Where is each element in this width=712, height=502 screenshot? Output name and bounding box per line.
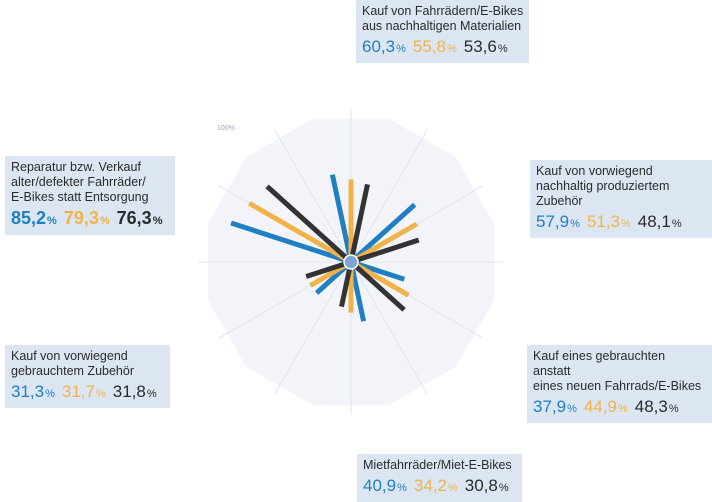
- value-series-1: 34,2%: [413, 476, 458, 495]
- value-series-0: 57,9%: [536, 212, 580, 231]
- bar-cat1-series1: [349, 221, 419, 265]
- category-values: 57,9% 51,3% 48,1%: [536, 213, 706, 233]
- value-series-1: 44,9%: [583, 397, 628, 416]
- radar-spoke: [350, 129, 428, 263]
- value-series-1: 31,7%: [61, 382, 106, 401]
- category-label-3: Mietfahrräder/Miet-E-Bikes 40,9% 34,2% 30,8…: [357, 454, 522, 502]
- category-title: Kauf von Fahrrädern/E-Bikes aus nachhalt…: [362, 4, 524, 33]
- bar-cat1-series2: [350, 237, 420, 265]
- category-title: Reparatur bzw. Verkauf alter/defekter Fa…: [11, 160, 149, 204]
- value-series-2: 48,1%: [637, 212, 682, 231]
- percent-sign: %: [95, 388, 106, 400]
- value-series-2: 48,3%: [634, 397, 679, 416]
- bar-cat4-series2: [305, 259, 352, 279]
- percent-sign: %: [146, 388, 157, 400]
- center-hub: [343, 254, 359, 270]
- category-label-5: Reparatur bzw. Verkauf alter/defekter Fa…: [5, 156, 176, 235]
- category-values: 40,9% 34,2% 30,8%: [363, 477, 516, 497]
- category-values: 37,9% 44,9% 48,3%: [533, 398, 706, 418]
- percent-sign: %: [617, 403, 628, 415]
- percent-sign: %: [397, 482, 407, 494]
- percent-sign: %: [671, 218, 682, 230]
- category-values: 85,2% 79,3% 76,3%: [11, 209, 169, 230]
- percent-sign: %: [446, 43, 457, 55]
- value-series-1: 55,8%: [412, 37, 457, 56]
- category-values: 31,3% 31,7% 31,8%: [11, 383, 164, 403]
- bar-cat5-series2: [265, 184, 353, 264]
- category-title: Mietfahrräder/Miet-E-Bikes: [363, 458, 512, 472]
- value-series-0: 60,3%: [362, 37, 406, 56]
- category-values: 60,3% 55,8% 53,6%: [362, 38, 523, 58]
- value-series-1: 51,3%: [586, 212, 631, 231]
- value-series-0: 31,3%: [11, 382, 55, 401]
- percent-sign: %: [396, 43, 406, 55]
- percent-sign: %: [45, 388, 55, 400]
- radar-spoke: [274, 129, 352, 263]
- bar-cat2-series2: [349, 260, 406, 312]
- category-title: Kauf von vorwiegend nachhaltig produzier…: [536, 164, 670, 208]
- scale-label: 100%: [217, 125, 235, 132]
- percent-sign: %: [668, 403, 679, 415]
- percent-sign: %: [497, 43, 508, 55]
- bar-cat1-series0: [349, 202, 417, 264]
- percent-sign: %: [570, 218, 580, 230]
- value-series-0: 37,9%: [533, 397, 577, 416]
- percent-sign: %: [99, 215, 110, 227]
- bar-cat5-series1: [248, 201, 353, 265]
- value-series-2: 30,8%: [464, 476, 509, 495]
- category-label-0: Kauf von Fahrrädern/E-Bikes aus nachhalt…: [356, 0, 530, 63]
- value-series-2: 76,3%: [116, 208, 163, 228]
- percent-sign: %: [498, 482, 509, 494]
- radar-spoke: [274, 261, 352, 395]
- value-series-0: 85,2%: [11, 208, 57, 228]
- value-series-2: 31,8%: [112, 382, 157, 401]
- percent-sign: %: [47, 215, 57, 227]
- percent-sign: %: [152, 215, 163, 227]
- bar-cat0-series2: [348, 183, 370, 263]
- category-label-4: Kauf von vorwiegend gebrauchtem Zubehör 3…: [5, 345, 170, 408]
- bar-cat0-series0: [329, 174, 354, 263]
- bar-cat5-series0: [230, 220, 352, 265]
- value-series-2: 53,6%: [463, 37, 508, 56]
- value-series-1: 79,3%: [63, 208, 110, 228]
- percent-sign: %: [447, 482, 458, 494]
- category-label-2: Kauf eines gebrauchten anstatt eines neu…: [527, 345, 712, 423]
- category-title: Kauf von vorwiegend gebrauchtem Zubehör: [11, 349, 134, 378]
- radar-spoke: [350, 261, 428, 395]
- percent-sign: %: [620, 218, 631, 230]
- category-title: Kauf eines gebrauchten anstatt eines neu…: [533, 349, 702, 393]
- category-label-1: Kauf von vorwiegend nachhaltig produzier…: [530, 160, 712, 238]
- percent-sign: %: [567, 403, 577, 415]
- value-series-0: 40,9%: [363, 476, 407, 495]
